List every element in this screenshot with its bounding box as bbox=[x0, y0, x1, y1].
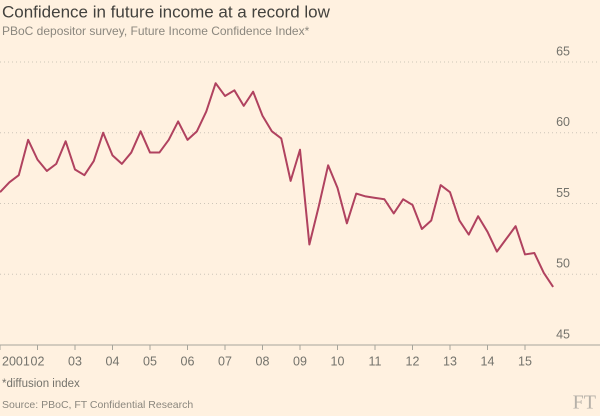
y-tick-label: 50 bbox=[556, 257, 570, 271]
x-tick-label: 2001 bbox=[2, 354, 30, 368]
chart-title: Confidence in future income at a record … bbox=[2, 2, 331, 21]
x-tick-label: 04 bbox=[106, 354, 120, 368]
x-tick-label: 06 bbox=[181, 354, 195, 368]
x-tick-label: 03 bbox=[68, 354, 82, 368]
y-tick-label: 45 bbox=[556, 327, 570, 341]
x-tick-label: 12 bbox=[406, 354, 420, 368]
x-tick-label: 09 bbox=[293, 354, 307, 368]
footnote: *diffusion index bbox=[2, 378, 80, 390]
x-tick-label: 11 bbox=[369, 354, 382, 368]
series-line bbox=[0, 82, 554, 288]
x-tick-label: 10 bbox=[331, 354, 345, 368]
source: Source: PBoC, FT Confidential Research bbox=[2, 399, 193, 411]
x-tick-label: 15 bbox=[518, 354, 532, 368]
x-tick-label: 02 bbox=[31, 354, 45, 368]
x-tick-label: 05 bbox=[143, 354, 157, 368]
y-tick-label: 65 bbox=[556, 44, 570, 58]
logo: FT bbox=[573, 392, 596, 414]
x-tick-label: 14 bbox=[481, 354, 495, 368]
y-tick-label: 55 bbox=[556, 186, 570, 200]
chart-subtitle: PBoC depositor survey, Future Income Con… bbox=[2, 24, 310, 38]
x-tick-label: 07 bbox=[218, 354, 232, 368]
x-tick-label: 08 bbox=[256, 354, 270, 368]
y-tick-label: 60 bbox=[556, 115, 570, 129]
x-tick-label: 13 bbox=[443, 354, 457, 368]
